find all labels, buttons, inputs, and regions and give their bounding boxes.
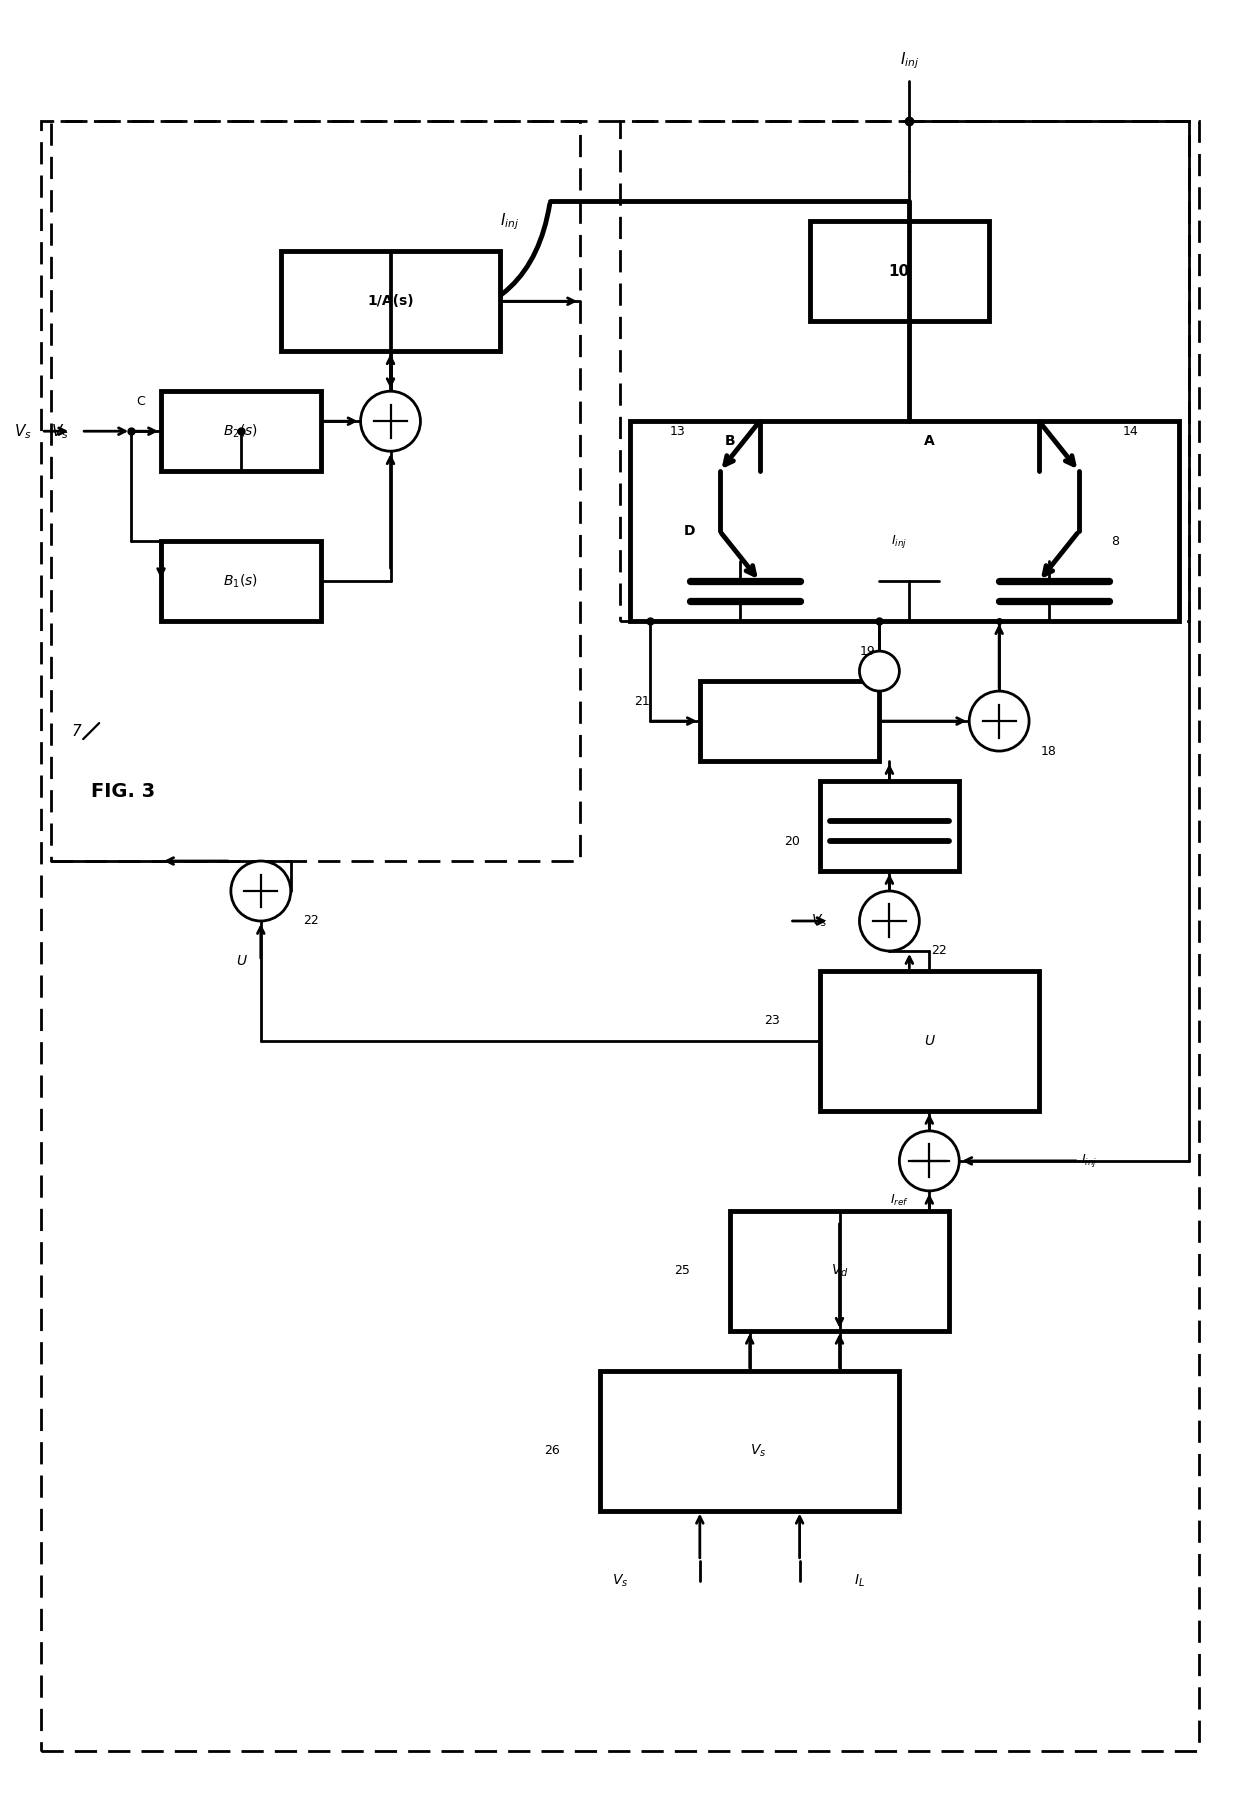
Text: 18: 18 (1042, 744, 1056, 757)
Text: D: D (684, 524, 696, 539)
Text: 26: 26 (544, 1443, 560, 1458)
Text: U: U (924, 1034, 935, 1049)
Text: $I_L$: $I_L$ (854, 1573, 866, 1589)
Text: C: C (136, 395, 145, 407)
Text: 1/A(s): 1/A(s) (367, 294, 414, 308)
Bar (161, 391, 321, 470)
Bar (600, 1371, 899, 1510)
Text: 19: 19 (859, 645, 875, 658)
Bar (280, 250, 500, 351)
Text: 7: 7 (71, 724, 81, 739)
Bar (820, 971, 1039, 1110)
Circle shape (970, 692, 1029, 751)
Text: $V_s$: $V_s$ (14, 422, 31, 440)
Text: $B_2(s)$: $B_2(s)$ (223, 422, 258, 440)
Text: $I_{inj}$: $I_{inj}$ (1081, 1153, 1097, 1169)
Bar (820, 780, 960, 870)
Bar (620, 121, 1189, 622)
Circle shape (361, 391, 420, 450)
Text: 23: 23 (764, 1015, 780, 1027)
Text: $I_{inj}$: $I_{inj}$ (900, 50, 919, 72)
Bar (810, 222, 990, 321)
FancyArrowPatch shape (427, 204, 549, 326)
Text: $I_{ref}$: $I_{ref}$ (890, 1193, 909, 1209)
Text: $I_{inj}$: $I_{inj}$ (892, 533, 908, 550)
Circle shape (859, 890, 919, 951)
Text: $V_s$: $V_s$ (611, 1573, 629, 1589)
Bar (51, 121, 580, 861)
Text: 25: 25 (675, 1265, 689, 1278)
Text: 10: 10 (889, 263, 910, 279)
Text: 22: 22 (931, 944, 947, 957)
Text: 8: 8 (1111, 535, 1118, 548)
Bar (161, 541, 321, 622)
Text: $B_1(s)$: $B_1(s)$ (223, 573, 258, 589)
Bar (699, 681, 879, 760)
Bar (630, 422, 1179, 622)
Circle shape (231, 861, 290, 921)
Text: U: U (236, 953, 246, 968)
Text: 13: 13 (670, 425, 686, 438)
Text: $V_s$: $V_s$ (51, 422, 69, 440)
Text: B: B (724, 434, 735, 449)
Circle shape (899, 1132, 960, 1191)
Circle shape (859, 651, 899, 692)
Text: 14: 14 (1123, 425, 1138, 438)
Text: FIG. 3: FIG. 3 (92, 782, 155, 800)
Text: $V_d$: $V_d$ (831, 1263, 848, 1279)
Text: $I_{inj}$: $I_{inj}$ (500, 211, 520, 232)
Text: A: A (924, 434, 935, 449)
Text: $V_s$: $V_s$ (750, 1443, 766, 1460)
Bar (730, 1211, 950, 1332)
Text: $V_s$: $V_s$ (811, 914, 828, 930)
Text: 22: 22 (303, 914, 319, 928)
Text: 20: 20 (784, 834, 800, 847)
Text: 21: 21 (634, 694, 650, 708)
